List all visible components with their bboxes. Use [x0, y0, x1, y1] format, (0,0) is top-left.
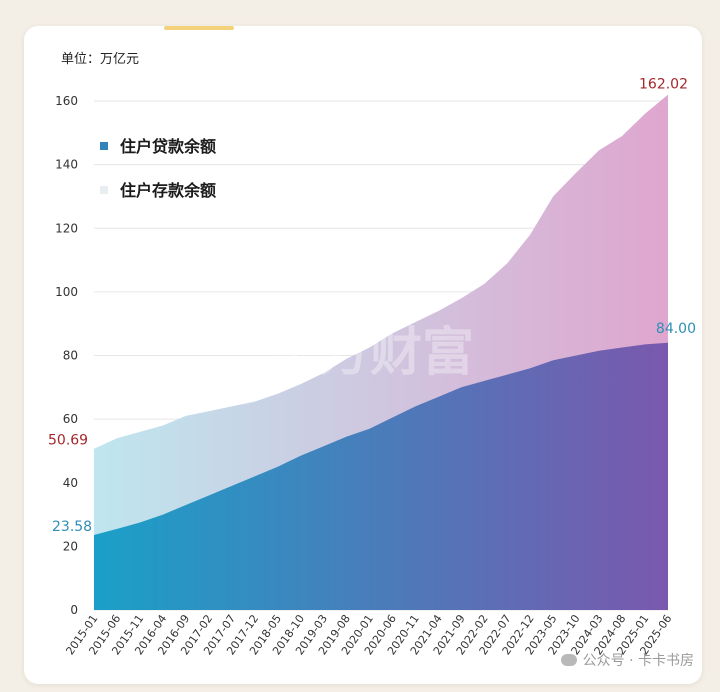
data-label-deposit-end: 162.02	[639, 77, 688, 93]
legend-swatch-deposit	[100, 185, 108, 194]
series-area-loan	[94, 342, 668, 610]
data-labels: 50.69 23.58 162.02 84.00	[48, 77, 696, 535]
y-tick-label: 120	[55, 221, 78, 235]
unit-label: 单位：万亿元	[61, 52, 140, 67]
y-tick-label: 60	[63, 412, 78, 426]
plot-areas	[94, 94, 668, 611]
data-label-loan-start: 23.58	[52, 519, 92, 535]
y-tick-label: 0	[70, 603, 78, 617]
watermark-text: 东方财富	[266, 322, 474, 383]
legend-item-loan: 住户贷款余额	[100, 133, 216, 157]
legend-label-loan: 住户贷款余额	[120, 137, 217, 156]
legend-item-deposit: 住户存款余额	[100, 177, 216, 201]
y-tick-label: 160	[55, 94, 78, 108]
footer-text: 公众号 · 卡卡书房	[582, 653, 694, 669]
data-label-deposit-start: 50.69	[48, 433, 88, 449]
y-tick-label: 140	[55, 158, 78, 172]
y-tick-label: 20	[63, 539, 78, 553]
y-tick-label: 100	[55, 285, 78, 299]
legend-label-deposit: 住户存款余额	[120, 181, 217, 200]
y-tick-label: 80	[63, 349, 78, 363]
y-axis: 0 20 40 60 80 100 120 140 160	[55, 94, 78, 617]
footer-watermark: 公众号 · 卡卡书房	[560, 650, 694, 670]
data-label-loan-end: 84.00	[656, 321, 696, 337]
card-accent-bar	[164, 26, 234, 30]
legend-swatch-loan	[100, 141, 108, 150]
y-tick-label: 40	[63, 476, 78, 490]
wechat-icon	[560, 654, 577, 666]
